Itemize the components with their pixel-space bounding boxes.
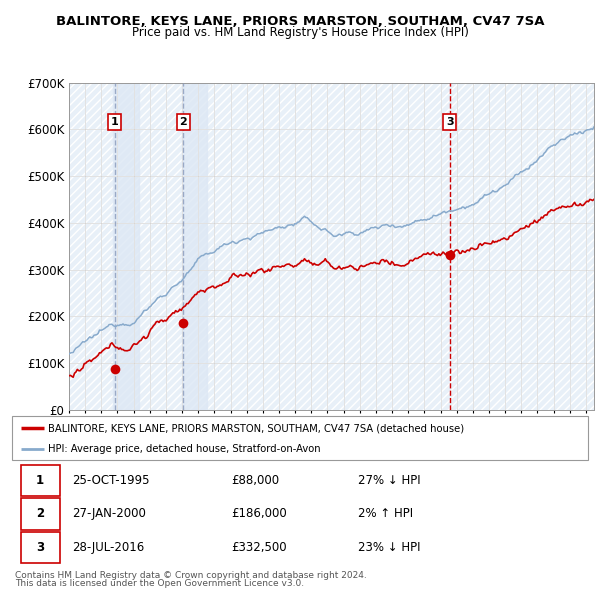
Text: £186,000: £186,000 [231, 507, 287, 520]
Text: 27-JAN-2000: 27-JAN-2000 [73, 507, 146, 520]
Bar [182, 83, 208, 410]
Text: 27% ↓ HPI: 27% ↓ HPI [358, 474, 420, 487]
Text: £88,000: £88,000 [231, 474, 279, 487]
Text: This data is licensed under the Open Government Licence v3.0.: This data is licensed under the Open Gov… [15, 579, 304, 588]
Bar [20, 498, 60, 530]
Text: HPI: Average price, detached house, Stratford-on-Avon: HPI: Average price, detached house, Stra… [48, 444, 321, 454]
Text: £332,500: £332,500 [231, 541, 287, 554]
Text: 25-OCT-1995: 25-OCT-1995 [73, 474, 150, 487]
Text: Price paid vs. HM Land Registry's House Price Index (HPI): Price paid vs. HM Land Registry's House … [131, 26, 469, 39]
Text: BALINTORE, KEYS LANE, PRIORS MARSTON, SOUTHAM, CV47 7SA: BALINTORE, KEYS LANE, PRIORS MARSTON, SO… [56, 15, 544, 28]
Text: 3: 3 [446, 117, 454, 127]
Text: 2: 2 [36, 507, 44, 520]
Text: Contains HM Land Registry data © Crown copyright and database right 2024.: Contains HM Land Registry data © Crown c… [15, 571, 367, 579]
Text: 28-JUL-2016: 28-JUL-2016 [73, 541, 145, 554]
Bar [113, 83, 139, 410]
Text: 1: 1 [110, 117, 118, 127]
Text: 1: 1 [36, 474, 44, 487]
Bar [20, 464, 60, 496]
Text: 23% ↓ HPI: 23% ↓ HPI [358, 541, 420, 554]
Text: 2: 2 [179, 117, 187, 127]
Text: 2% ↑ HPI: 2% ↑ HPI [358, 507, 413, 520]
Text: BALINTORE, KEYS LANE, PRIORS MARSTON, SOUTHAM, CV47 7SA (detached house): BALINTORE, KEYS LANE, PRIORS MARSTON, SO… [48, 424, 464, 433]
Text: 3: 3 [36, 541, 44, 554]
Bar [20, 532, 60, 563]
